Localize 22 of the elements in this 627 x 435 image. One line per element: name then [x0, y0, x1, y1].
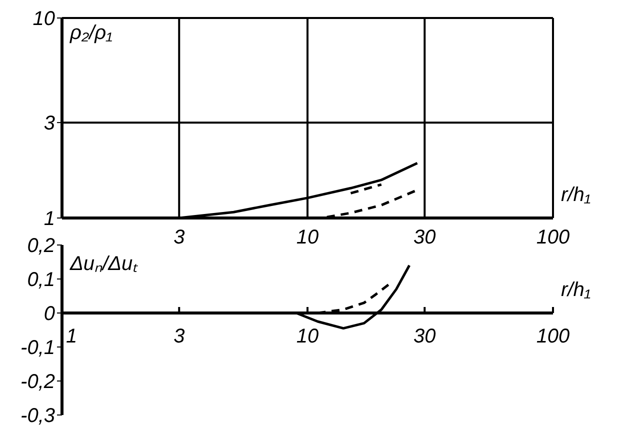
- x-axis-title: r/h₁: [561, 184, 591, 207]
- y-tick-label: 3: [44, 112, 55, 135]
- y-tick-label: 10: [32, 8, 55, 30]
- y-tick-label: -0,1: [20, 337, 55, 360]
- x-tick-label: 10: [296, 226, 319, 249]
- x-tick-label: 3: [174, 326, 185, 348]
- x-axis-title: r/h₁: [561, 279, 591, 302]
- x-tick-label: 100: [536, 326, 570, 348]
- y-tick-label: -0,3: [20, 405, 55, 428]
- x-tick-label: 30: [414, 326, 436, 348]
- y-axis-title: Δuₙ/Δuₜ: [70, 252, 138, 276]
- x-tick-label: 100: [536, 226, 570, 249]
- y-tick-label: 0,1: [27, 269, 55, 292]
- y-tick-label: 0,2: [27, 235, 55, 258]
- x-tick-label: 3: [174, 226, 185, 249]
- x-tick-label: 1: [66, 326, 78, 348]
- y-tick-label: -0,2: [20, 371, 55, 394]
- y-axis-title: ρ₂/ρ₁: [70, 22, 112, 45]
- y-tick-label: 0: [44, 303, 55, 326]
- x-tick-label: 30: [414, 226, 436, 249]
- y-tick-label: 1: [44, 208, 55, 230]
- x-tick-label: 10: [296, 326, 319, 348]
